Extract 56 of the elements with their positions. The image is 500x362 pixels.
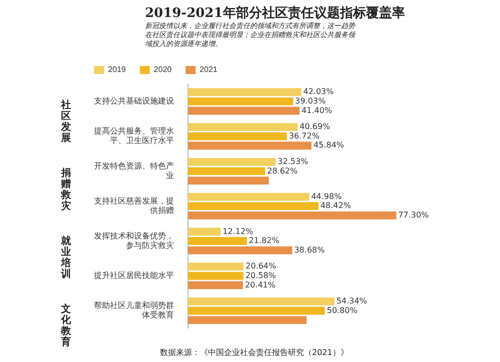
data-label: 12.12% <box>222 226 254 236</box>
bar <box>188 298 334 306</box>
bar <box>188 106 300 115</box>
y-tick-label: 发挥技术和设备优势，参与防灾救灾 <box>94 231 174 250</box>
data-label: 32.53% <box>278 156 309 166</box>
y-tick-label: 开发特色资源、特色产业 <box>94 161 174 180</box>
source-note: 数据来源：《中国企业社会责任报告研究（2021）》 <box>160 347 348 358</box>
bar <box>188 202 318 210</box>
bar <box>188 176 269 184</box>
y-tick-label: 支持社区慈善发展，提供捐赠 <box>94 196 174 215</box>
data-label: 20.64% <box>246 262 277 271</box>
data-label: 50.80% <box>326 306 358 315</box>
bar <box>188 306 325 315</box>
bar <box>188 142 312 150</box>
data-label: 41.40% <box>302 106 332 115</box>
bar <box>188 262 244 271</box>
bar <box>188 97 294 106</box>
data-label: 20.41% <box>244 280 276 290</box>
legend-label: 2020 <box>154 65 172 74</box>
data-label: 28.62% <box>267 166 298 176</box>
data-label: 38.68% <box>294 245 326 254</box>
y-tick-label: 帮助社区儿童和弱势群体受教育 <box>94 301 174 320</box>
text: 社区发展 <box>60 100 72 144</box>
bar <box>188 246 292 254</box>
bar <box>188 281 243 290</box>
bar <box>188 237 247 245</box>
text: 捐赠救灾 <box>60 168 72 212</box>
legend-label: 2019 <box>108 65 126 74</box>
legend-label: 2021 <box>200 65 218 74</box>
bar <box>188 228 221 236</box>
text: 就业培训 <box>60 236 72 280</box>
bar <box>188 88 302 96</box>
data-label: 54.34% <box>336 296 368 306</box>
text: 文化教育 <box>60 304 72 348</box>
bar <box>188 167 266 176</box>
data-label: 21.82% <box>248 236 280 246</box>
data-label: 42.03% <box>303 87 334 96</box>
data-label: 45.84% <box>314 140 344 150</box>
bar <box>188 132 287 140</box>
y-tick-label: 支持公共基础设施建设 <box>94 96 174 106</box>
data-label: 77.30% <box>398 210 430 220</box>
data-label: 20.58% <box>245 270 276 280</box>
chart-title: 2019-2021年部分社区责任议题指标覆盖率 <box>145 4 405 22</box>
data-label: 48.42% <box>320 201 352 210</box>
y-tick-label: 提高公共服务、管理水平、卫生医疗水平 <box>94 126 174 146</box>
bar <box>188 211 396 220</box>
data-label: 44.98% <box>311 192 342 201</box>
bar <box>188 123 298 131</box>
bar <box>188 158 276 166</box>
bar <box>188 192 310 201</box>
bar <box>188 316 307 324</box>
data-label: 40.69% <box>300 122 331 132</box>
y-tick-label: 提升社区居民技能水平 <box>94 270 174 280</box>
bar <box>188 272 244 280</box>
data-label: 39.03% <box>295 96 326 106</box>
data-label: 36.72% <box>288 131 320 140</box>
